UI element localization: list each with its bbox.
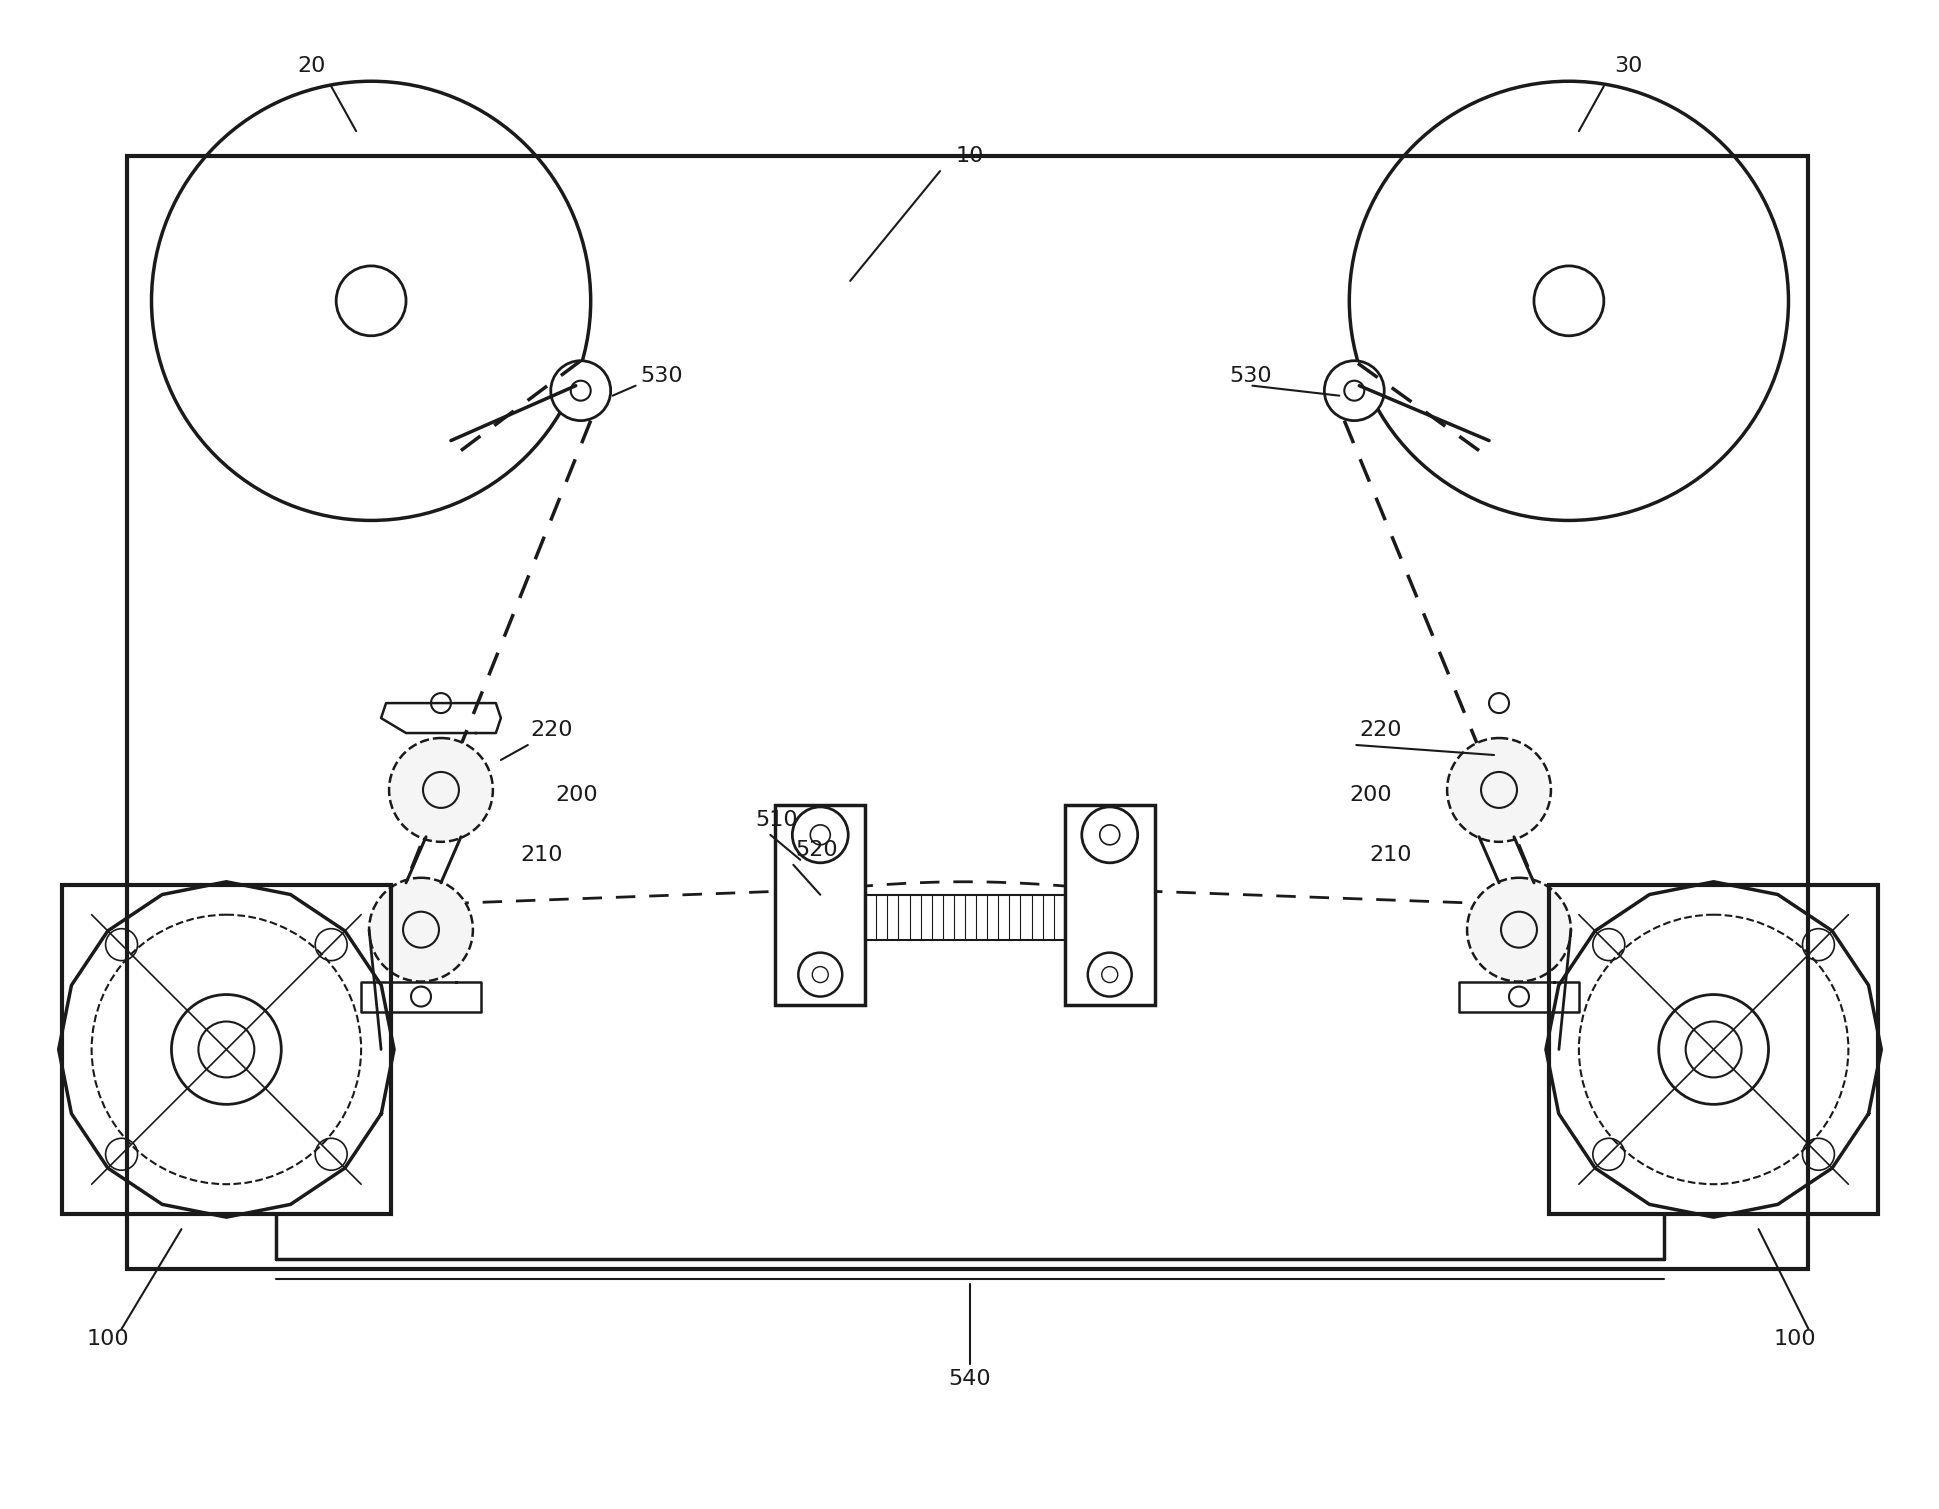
- Circle shape: [368, 878, 473, 981]
- Bar: [1065, 804, 1154, 1005]
- Bar: [776, 804, 865, 1005]
- Circle shape: [390, 738, 493, 842]
- Text: 210: 210: [1369, 845, 1412, 865]
- Circle shape: [1082, 807, 1138, 863]
- Circle shape: [1658, 994, 1768, 1105]
- Circle shape: [171, 994, 281, 1105]
- Text: 540: 540: [948, 1369, 991, 1388]
- Text: 220: 220: [1359, 720, 1402, 739]
- Circle shape: [1324, 361, 1384, 421]
- Bar: [126, 155, 1809, 1269]
- Circle shape: [1489, 693, 1509, 714]
- Circle shape: [551, 361, 611, 421]
- Text: 10: 10: [956, 146, 985, 166]
- Circle shape: [1509, 987, 1530, 1007]
- Circle shape: [1468, 878, 1571, 981]
- Text: 210: 210: [522, 845, 564, 865]
- Text: 510: 510: [756, 810, 799, 830]
- Circle shape: [335, 266, 405, 337]
- Circle shape: [430, 693, 452, 714]
- Text: 200: 200: [556, 785, 599, 804]
- Text: 520: 520: [795, 841, 838, 860]
- Text: 30: 30: [1615, 56, 1642, 77]
- Bar: [865, 895, 1065, 940]
- Text: 100: 100: [87, 1329, 130, 1349]
- Text: 530: 530: [640, 365, 683, 386]
- Text: 530: 530: [1229, 365, 1272, 386]
- Text: 220: 220: [531, 720, 574, 739]
- Text: 100: 100: [1774, 1329, 1817, 1349]
- Circle shape: [1446, 738, 1551, 842]
- Bar: [62, 884, 392, 1215]
- Circle shape: [1534, 266, 1604, 337]
- Bar: [1549, 884, 1879, 1215]
- Text: 20: 20: [297, 56, 326, 77]
- Circle shape: [793, 807, 847, 863]
- Circle shape: [411, 987, 430, 1007]
- Text: 200: 200: [1350, 785, 1392, 804]
